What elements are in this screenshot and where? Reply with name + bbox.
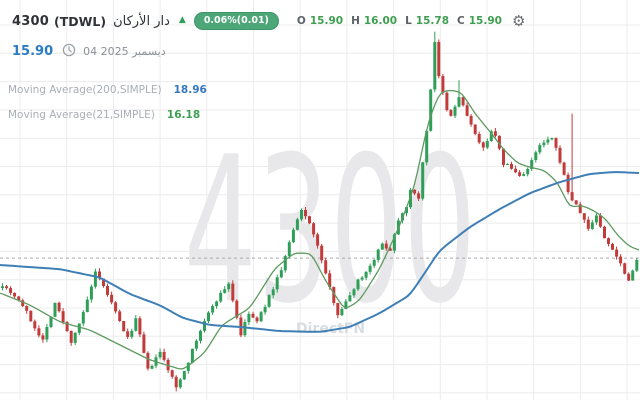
ticker-watermark: 4300: [184, 113, 477, 348]
ma21-line: [0, 89, 640, 370]
gear-icon[interactable]: ⚙: [511, 11, 526, 30]
vendor-watermark: DirectFN: [296, 321, 365, 337]
ma200-line: [0, 171, 640, 333]
